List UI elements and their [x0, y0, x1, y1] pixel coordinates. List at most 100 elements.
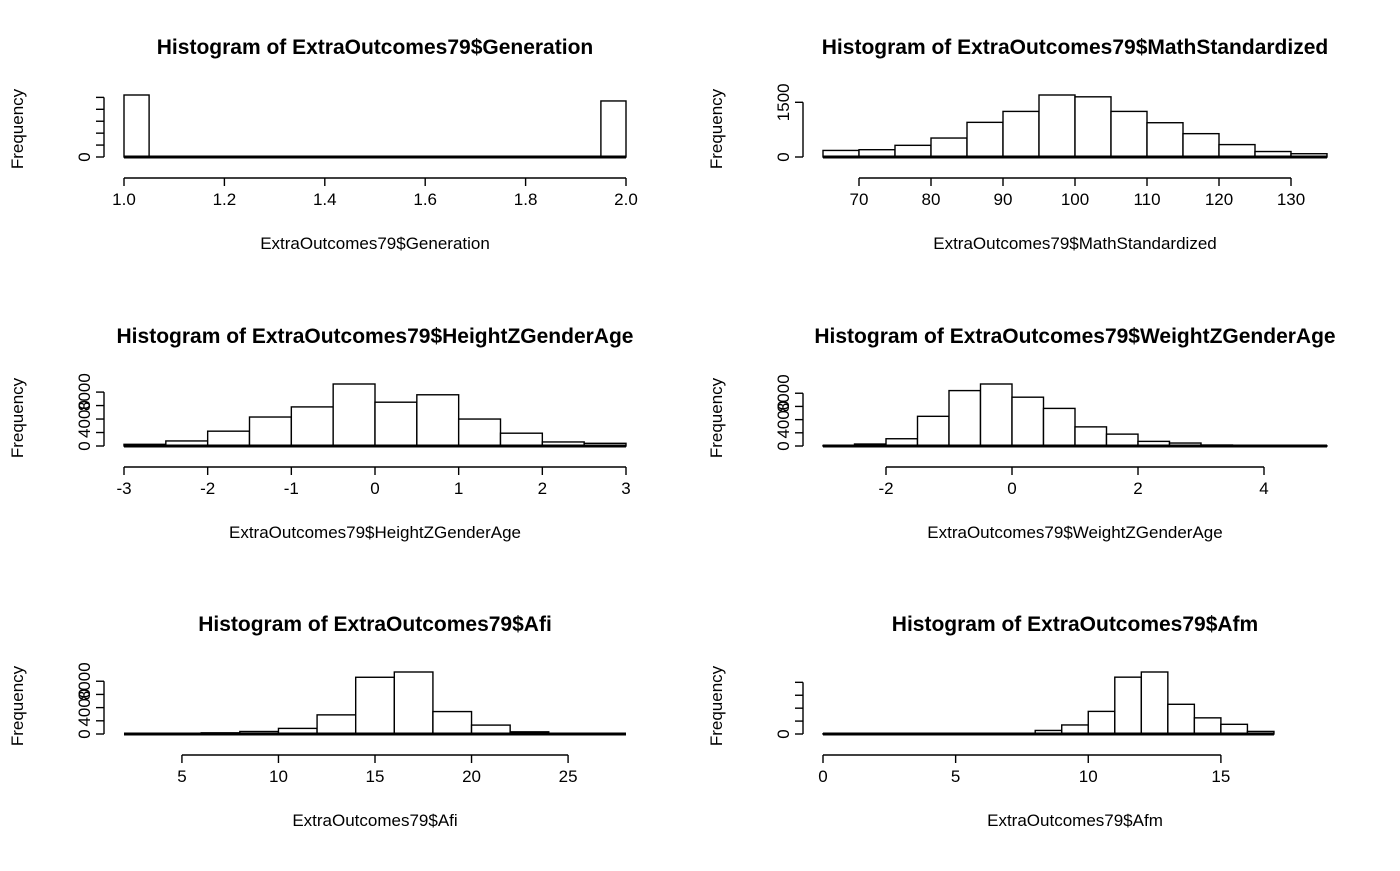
- x-axis-label: ExtraOutcomes79$MathStandardized: [933, 234, 1217, 253]
- x-tick-label: 15: [366, 767, 385, 786]
- x-tick-label: 1: [454, 479, 463, 498]
- histogram-bar: [601, 101, 626, 157]
- histogram-bar: [1111, 111, 1147, 157]
- x-tick-label: 1.6: [413, 190, 437, 209]
- x-tick-label: 1.2: [213, 190, 237, 209]
- histogram-bar: [1075, 427, 1107, 446]
- y-tick-label: 0: [75, 441, 94, 450]
- y-tick-label: 0: [75, 152, 94, 161]
- x-axis-label: ExtraOutcomes79$HeightZGenderAge: [229, 523, 521, 542]
- x-axis-label: ExtraOutcomes79$WeightZGenderAge: [927, 523, 1222, 542]
- histogram-bar: [1012, 397, 1044, 446]
- y-tick-label: 8000: [75, 373, 94, 411]
- x-tick-label: 25: [559, 767, 578, 786]
- x-tick-label: 130: [1277, 190, 1305, 209]
- histogram-bar: [459, 419, 501, 446]
- x-tick-label: -2: [878, 479, 893, 498]
- y-axis-label: Frequency: [707, 377, 726, 458]
- y-axis-label: Frequency: [8, 665, 27, 746]
- histogram-bar: [1194, 718, 1221, 734]
- x-tick-label: 10: [269, 767, 288, 786]
- y-tick-label: 8000: [75, 662, 94, 700]
- y-tick-label: 0: [75, 729, 94, 738]
- histogram-bar: [1003, 111, 1039, 157]
- histogram-panel-4: Histogram of ExtraOutcomes79$WeightZGend…: [707, 325, 1336, 542]
- y-tick-label: 8000: [774, 374, 793, 412]
- histogram-bar: [1088, 711, 1115, 734]
- x-tick-label: 120: [1205, 190, 1233, 209]
- histogram-bar: [208, 431, 250, 446]
- x-tick-label: 80: [922, 190, 941, 209]
- x-tick-label: 1.0: [112, 190, 136, 209]
- y-axis: 0: [75, 97, 104, 161]
- x-tick-label: 20: [462, 767, 481, 786]
- chart-title: Histogram of ExtraOutcomes79$HeightZGend…: [117, 325, 634, 348]
- histogram-bar: [1141, 672, 1168, 734]
- x-tick-label: 0: [370, 479, 379, 498]
- histogram-bar: [949, 391, 981, 446]
- histogram-panel-3: Histogram of ExtraOutcomes79$HeightZGend…: [8, 325, 633, 542]
- x-axis-label: ExtraOutcomes79$Afi: [292, 811, 457, 830]
- histogram-bar: [1075, 97, 1111, 157]
- x-tick-label: 3: [621, 479, 630, 498]
- histogram-bar: [981, 384, 1013, 446]
- histogram-bar: [317, 715, 356, 734]
- y-axis: 0: [774, 682, 803, 738]
- y-axis-label: Frequency: [8, 377, 27, 458]
- y-axis-label: Frequency: [707, 665, 726, 746]
- x-tick-label: 2.0: [614, 190, 638, 209]
- histogram-bar: [375, 402, 417, 446]
- chart-title: Histogram of ExtraOutcomes79$Generation: [157, 36, 593, 59]
- y-tick-label: 1500: [774, 83, 793, 121]
- y-tick-label: 0: [774, 152, 793, 161]
- histogram-bar: [895, 145, 931, 157]
- histogram-panel-2: Histogram of ExtraOutcomes79$MathStandar…: [707, 36, 1328, 253]
- histogram-bar: [417, 395, 459, 446]
- x-tick-label: 4: [1259, 479, 1268, 498]
- histogram-bar: [967, 122, 1003, 157]
- x-tick-label: 1.4: [313, 190, 337, 209]
- x-tick-label: 70: [850, 190, 869, 209]
- histogram-bar: [1219, 145, 1255, 157]
- x-tick-label: 15: [1211, 767, 1230, 786]
- x-axis: 5 10 15 20 25: [177, 755, 577, 786]
- histogram-bar: [1044, 408, 1076, 446]
- x-tick-label: 90: [994, 190, 1013, 209]
- x-tick-label: 110: [1133, 190, 1160, 209]
- histogram-bar: [1039, 95, 1075, 157]
- histogram-bar: [124, 95, 149, 157]
- histogram-bar: [931, 138, 967, 157]
- histogram-bar: [433, 712, 472, 734]
- histogram-bar: [1147, 123, 1183, 157]
- x-axis: 0 5 10 15: [818, 755, 1230, 786]
- x-tick-label: 5: [951, 767, 960, 786]
- chart-title: Histogram of ExtraOutcomes79$MathStandar…: [822, 36, 1328, 59]
- y-axis-label: Frequency: [707, 88, 726, 169]
- histogram-bar: [918, 416, 950, 446]
- histogram-bar: [1107, 434, 1139, 446]
- chart-title: Histogram of ExtraOutcomes79$WeightZGend…: [814, 325, 1335, 348]
- x-tick-label: 10: [1079, 767, 1098, 786]
- x-tick-label: 0: [818, 767, 827, 786]
- histogram-bar: [394, 672, 433, 734]
- x-tick-label: 2: [538, 479, 547, 498]
- x-tick-label: 1.8: [514, 190, 538, 209]
- x-tick-label: 5: [177, 767, 186, 786]
- x-tick-label: -3: [116, 479, 131, 498]
- y-axis: 0 1500: [774, 83, 803, 161]
- histogram-panel-1: Histogram of ExtraOutcomes79$Generation 1…: [8, 36, 638, 253]
- histogram-bar: [250, 417, 292, 446]
- histogram-bar: [1115, 677, 1142, 734]
- histogram-bar: [291, 407, 333, 446]
- x-tick-label: 2: [1133, 479, 1142, 498]
